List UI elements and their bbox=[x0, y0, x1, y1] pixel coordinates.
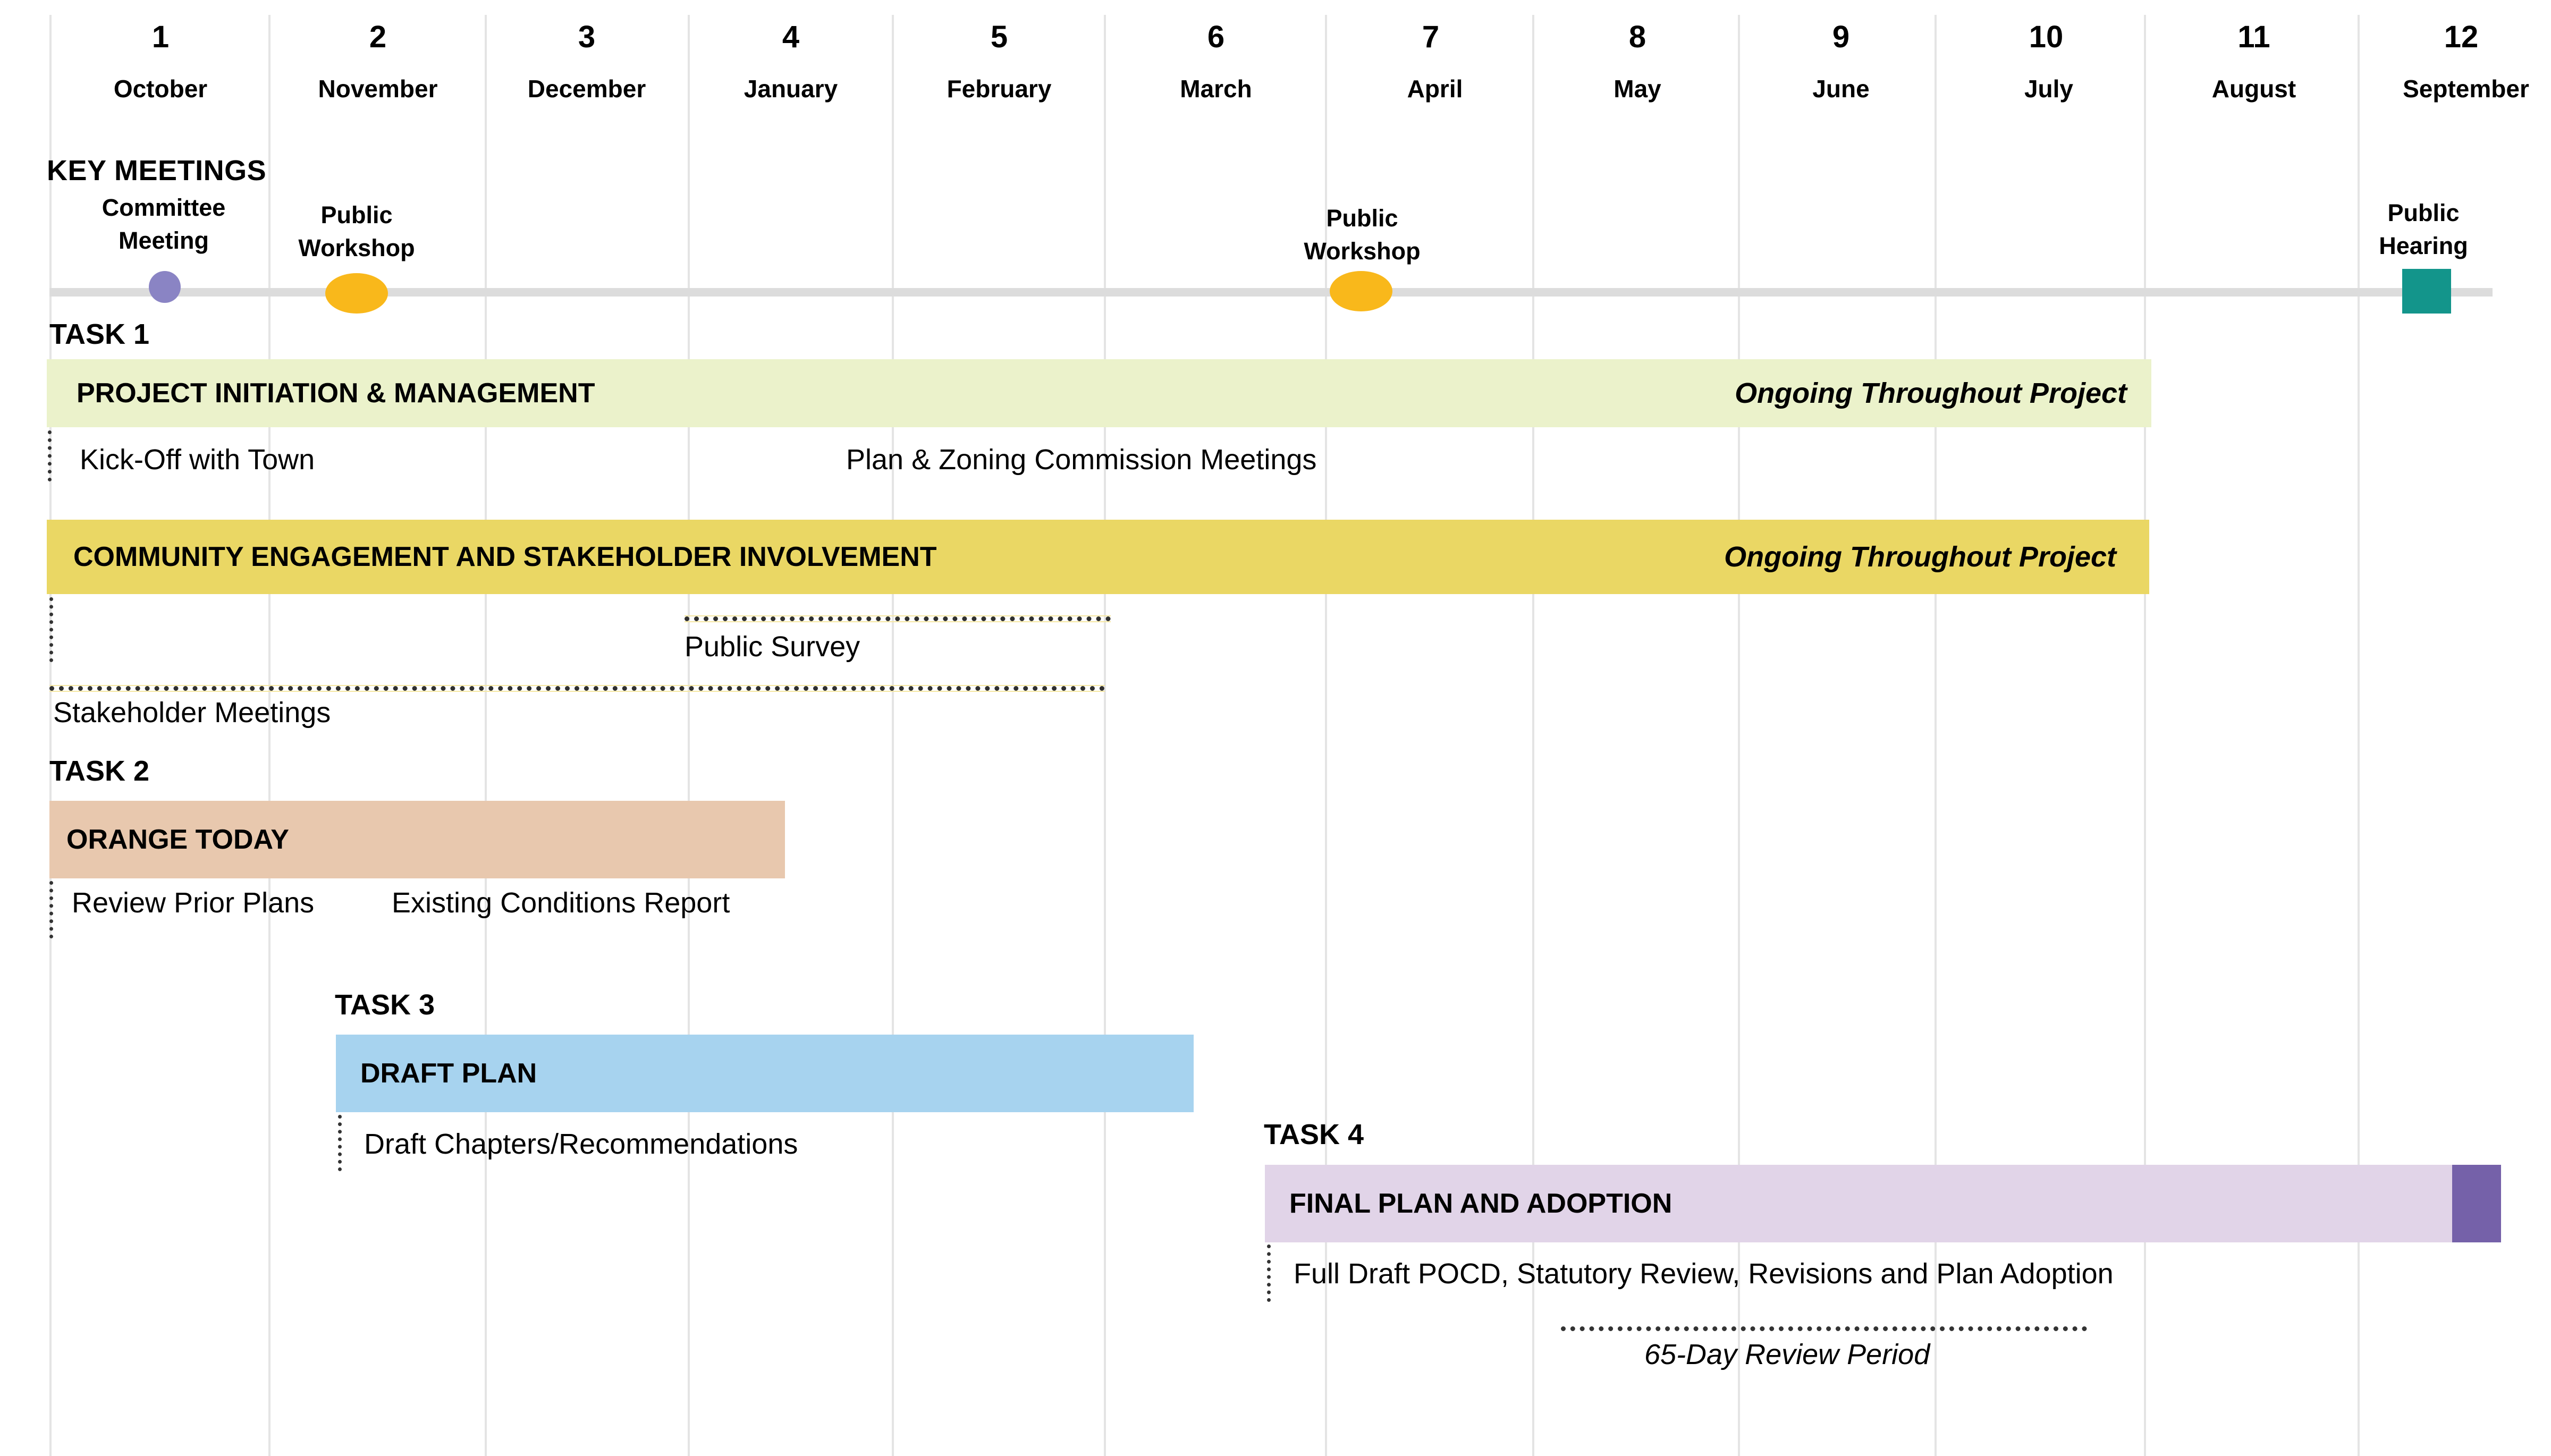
month-number: 6 bbox=[1207, 20, 1225, 54]
meeting-label-line: Public bbox=[2387, 199, 2460, 226]
month-name: February bbox=[947, 75, 1052, 103]
public-workshop-marker bbox=[1330, 271, 1392, 311]
meeting-label-line: Committee bbox=[102, 194, 226, 221]
bar-title: ORANGE TODAY bbox=[66, 824, 289, 855]
month-gridline bbox=[268, 15, 271, 1456]
draft-chapters-label: Draft Chapters/Recommendations bbox=[364, 1128, 798, 1160]
final-plan-adoption-bar: FINAL PLAN AND ADOPTION bbox=[1265, 1165, 2455, 1242]
committee-meeting-label: Committee Meeting bbox=[52, 191, 275, 257]
month-gridline bbox=[1738, 15, 1740, 1456]
community-engagement-bar: COMMUNITY ENGAGEMENT AND STAKEHOLDER INV… bbox=[47, 520, 2149, 594]
month-gridline bbox=[1935, 15, 1937, 1456]
stakeholder-meetings-label: Stakeholder Meetings bbox=[53, 697, 331, 729]
review-prior-plans-label: Review Prior Plans bbox=[72, 887, 315, 919]
milestone-marker bbox=[338, 1115, 342, 1171]
review-period-label: 65-Day Review Period bbox=[1644, 1339, 1930, 1370]
bar-note: Ongoing Throughout Project bbox=[1724, 541, 2116, 573]
public-workshop-label: Public Workshop bbox=[245, 199, 468, 265]
key-meetings-timeline bbox=[49, 288, 2493, 297]
month-name: June bbox=[1812, 75, 1870, 103]
month-gridline bbox=[892, 15, 894, 1456]
month-number: 8 bbox=[1628, 20, 1646, 54]
month-name: December bbox=[527, 75, 646, 103]
milestone-marker bbox=[48, 430, 52, 481]
month-gridline bbox=[1325, 15, 1327, 1456]
task3-label: TASK 3 bbox=[335, 989, 435, 1021]
public-workshop-label: Public Workshop bbox=[1251, 202, 1474, 268]
milestone-marker bbox=[49, 597, 53, 662]
commission-meetings-label: Plan & Zoning Commission Meetings bbox=[846, 444, 1317, 476]
task1-label: TASK 1 bbox=[49, 318, 150, 350]
month-gridline bbox=[49, 15, 52, 1456]
month-number: 1 bbox=[151, 20, 170, 54]
month-name: July bbox=[2024, 75, 2074, 103]
draft-plan-bar: DRAFT PLAN bbox=[336, 1035, 1194, 1112]
committee-meeting-marker bbox=[149, 271, 181, 303]
month-name: May bbox=[1614, 75, 1661, 103]
month-name: September bbox=[2403, 75, 2529, 103]
month-gridline bbox=[1532, 15, 1534, 1456]
public-workshop-marker bbox=[325, 273, 388, 314]
public-hearing-label: Public Hearing bbox=[2312, 197, 2535, 263]
key-meetings-heading: KEY MEETINGS bbox=[47, 155, 267, 187]
month-number: 3 bbox=[578, 20, 596, 54]
month-number: 12 bbox=[2444, 20, 2479, 54]
month-number: 9 bbox=[1832, 20, 1850, 54]
month-number: 11 bbox=[2237, 20, 2270, 54]
month-number: 5 bbox=[990, 20, 1008, 54]
review-period-line bbox=[1561, 1326, 2087, 1331]
month-name: March bbox=[1180, 75, 1252, 103]
month-name: November bbox=[318, 75, 438, 103]
milestone-marker bbox=[1267, 1245, 1271, 1302]
task2-label: TASK 2 bbox=[49, 755, 150, 787]
public-survey-label: Public Survey bbox=[685, 631, 860, 663]
public-survey-period bbox=[685, 616, 1111, 621]
month-gridline bbox=[688, 15, 690, 1456]
month-name: August bbox=[2211, 75, 2296, 103]
meeting-label-line: Public bbox=[1326, 205, 1398, 232]
bar-title: DRAFT PLAN bbox=[360, 1058, 537, 1089]
month-name: October bbox=[113, 75, 208, 103]
month-number: 7 bbox=[1422, 20, 1440, 54]
month-gridline bbox=[485, 15, 487, 1456]
bar-title: FINAL PLAN AND ADOPTION bbox=[1289, 1188, 1672, 1219]
meeting-label-line: Workshop bbox=[1304, 238, 1421, 265]
project-initiation-bar: PROJECT INITIATION & MANAGEMENT Ongoing … bbox=[47, 359, 2151, 427]
month-gridline bbox=[1104, 15, 1106, 1456]
month-name: April bbox=[1407, 75, 1463, 103]
public-hearing-marker bbox=[2402, 269, 2451, 314]
stakeholder-meetings-period bbox=[49, 686, 1105, 691]
bar-note: Ongoing Throughout Project bbox=[1735, 377, 2127, 409]
full-draft-label: Full Draft POCD, Statutory Review, Revis… bbox=[1294, 1258, 2114, 1290]
month-number: 2 bbox=[369, 20, 387, 54]
month-gridline bbox=[2144, 15, 2146, 1456]
existing-conditions-label: Existing Conditions Report bbox=[392, 887, 730, 919]
task4-label: TASK 4 bbox=[1264, 1119, 1364, 1150]
meeting-label-line: Workshop bbox=[298, 234, 415, 261]
milestone-marker bbox=[49, 881, 53, 938]
kickoff-label: Kick-Off with Town bbox=[80, 444, 315, 476]
month-gridline bbox=[2358, 15, 2360, 1456]
month-number: 10 bbox=[2029, 20, 2064, 54]
month-number: 4 bbox=[782, 20, 800, 54]
meeting-label-line: Hearing bbox=[2379, 232, 2468, 259]
orange-today-bar: ORANGE TODAY bbox=[49, 801, 785, 878]
bar-title: COMMUNITY ENGAGEMENT AND STAKEHOLDER INV… bbox=[73, 541, 937, 572]
bar-title: PROJECT INITIATION & MANAGEMENT bbox=[77, 378, 595, 409]
adoption-milestone-block bbox=[2452, 1165, 2501, 1242]
month-name: January bbox=[744, 75, 838, 103]
meeting-label-line: Public bbox=[320, 201, 393, 228]
meeting-label-line: Meeting bbox=[118, 227, 209, 254]
